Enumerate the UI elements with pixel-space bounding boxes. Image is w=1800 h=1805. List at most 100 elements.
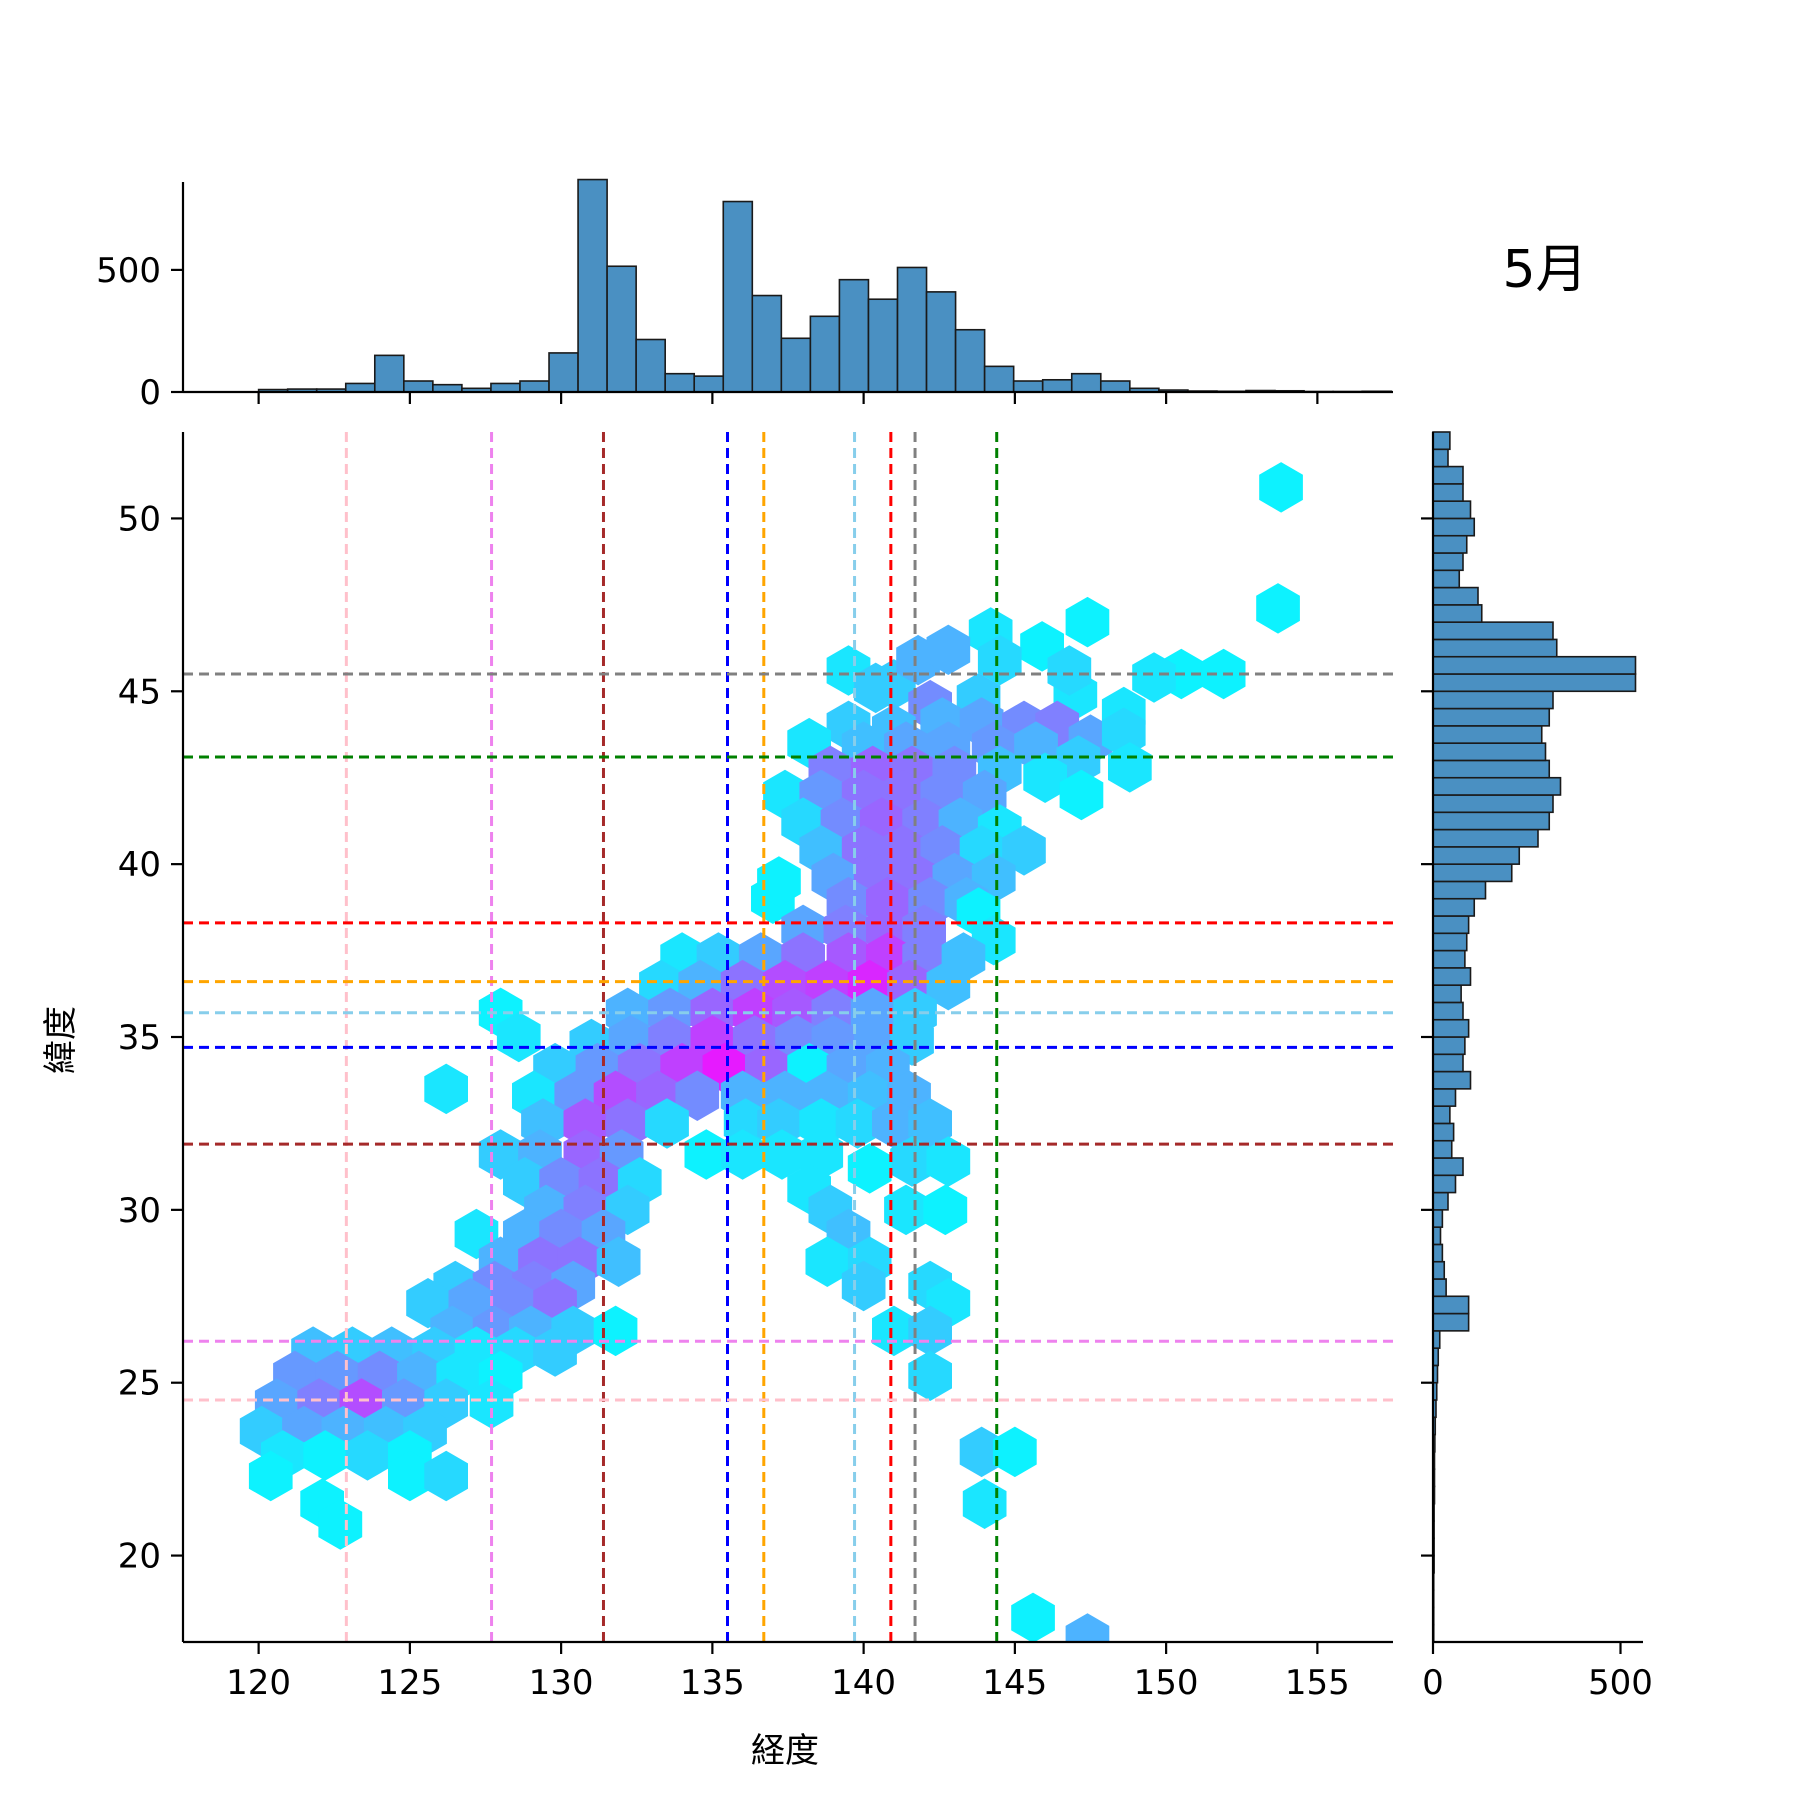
top-histogram-bar bbox=[723, 202, 752, 392]
y-tick-label: 20 bbox=[118, 1537, 161, 1577]
hexbin-cell bbox=[1066, 1613, 1110, 1664]
right-histogram-bar bbox=[1433, 1020, 1469, 1037]
right-histogram-bar bbox=[1433, 1123, 1454, 1140]
top-marginal-histogram bbox=[259, 180, 1392, 392]
right-histogram-bar bbox=[1433, 951, 1465, 968]
right-histogram-bar bbox=[1433, 657, 1636, 674]
top-histogram-bar bbox=[868, 299, 897, 392]
right-histogram-bar bbox=[1433, 1158, 1463, 1175]
right-histogram-bar bbox=[1433, 467, 1463, 484]
right-histogram-bar bbox=[1433, 1054, 1463, 1071]
hexbin-cell bbox=[424, 1064, 468, 1115]
x-axis-label: 経度 bbox=[751, 1731, 819, 1771]
right-histogram-bar bbox=[1433, 1227, 1441, 1244]
top-histogram-bar bbox=[898, 267, 927, 392]
x-tick-label: 140 bbox=[831, 1663, 896, 1703]
right-histogram-bar bbox=[1433, 709, 1549, 726]
x-tick-label: 130 bbox=[529, 1663, 594, 1703]
y-tick-label: 40 bbox=[118, 845, 161, 885]
right-histogram-bar bbox=[1433, 1193, 1448, 1210]
x-tick-label: 135 bbox=[680, 1663, 745, 1703]
right-hist-x-tick-label: 0 bbox=[1422, 1663, 1444, 1703]
right-histogram-bar bbox=[1433, 432, 1450, 449]
right-histogram-bar bbox=[1433, 760, 1549, 777]
right-histogram-bar bbox=[1433, 968, 1471, 985]
top-histogram-bar bbox=[1101, 381, 1130, 392]
right-histogram-bar bbox=[1433, 812, 1549, 829]
hexbin-cell bbox=[1259, 462, 1303, 512]
right-histogram-bar bbox=[1433, 518, 1474, 535]
x-tick-label: 120 bbox=[226, 1663, 291, 1703]
right-histogram-bar bbox=[1433, 778, 1561, 795]
right-histogram-bar bbox=[1433, 639, 1557, 656]
hexbin-cell bbox=[923, 1185, 967, 1236]
hexbin-cell bbox=[963, 1479, 1007, 1530]
right-histogram-bar bbox=[1433, 1314, 1469, 1331]
top-histogram-bar bbox=[1043, 380, 1072, 392]
right-histogram-bar bbox=[1433, 1106, 1450, 1123]
top-histogram-bar bbox=[578, 180, 607, 392]
y-axis-label: 緯度 bbox=[41, 1006, 81, 1074]
top-histogram-bar bbox=[520, 381, 549, 392]
right-histogram-bar bbox=[1433, 536, 1467, 553]
right-histogram-bar bbox=[1433, 899, 1474, 916]
right-histogram-bar bbox=[1433, 1244, 1442, 1261]
right-histogram-bar bbox=[1433, 1072, 1471, 1089]
right-marginal-histogram bbox=[1433, 432, 1636, 1642]
right-histogram-bar bbox=[1433, 1037, 1465, 1054]
x-tick-label: 150 bbox=[1134, 1663, 1199, 1703]
y-tick-label: 50 bbox=[118, 499, 161, 539]
right-hist-x-tick-label: 500 bbox=[1588, 1663, 1653, 1703]
y-tick-label: 25 bbox=[118, 1364, 161, 1404]
right-histogram-bar bbox=[1433, 484, 1463, 501]
top-histogram-bar bbox=[346, 383, 375, 392]
right-histogram-bar bbox=[1433, 985, 1461, 1002]
right-histogram-bar bbox=[1433, 1262, 1444, 1279]
right-histogram-bar bbox=[1433, 916, 1469, 933]
y-tick-label: 35 bbox=[118, 1018, 161, 1058]
top-histogram-bar bbox=[956, 330, 985, 392]
chart-title: 5月 bbox=[1502, 240, 1587, 300]
right-histogram-bar bbox=[1433, 605, 1482, 622]
top-hist-y-tick-label: 0 bbox=[139, 373, 161, 413]
hexbin-cell bbox=[1066, 597, 1110, 648]
right-histogram-bar bbox=[1433, 1089, 1456, 1106]
y-tick-label: 45 bbox=[118, 672, 161, 712]
right-histogram-bar bbox=[1433, 726, 1542, 743]
right-histogram-bar bbox=[1433, 449, 1448, 466]
right-histogram-bar bbox=[1433, 864, 1512, 881]
right-histogram-bar bbox=[1433, 847, 1519, 864]
right-histogram-bar bbox=[1433, 501, 1471, 518]
top-histogram-bar bbox=[549, 353, 578, 392]
top-hist-y-tick-label: 500 bbox=[96, 251, 161, 291]
top-histogram-bar bbox=[375, 355, 404, 392]
right-histogram-bar bbox=[1433, 1279, 1446, 1296]
right-histogram-bar bbox=[1433, 553, 1463, 570]
top-histogram-bar bbox=[927, 292, 956, 392]
right-histogram-bar bbox=[1433, 622, 1553, 639]
right-histogram-bar bbox=[1433, 570, 1459, 587]
hexbin-cell bbox=[993, 1427, 1037, 1478]
top-histogram-bar bbox=[665, 374, 694, 392]
hexbin-cell bbox=[594, 1306, 638, 1357]
top-histogram-bar bbox=[607, 266, 636, 392]
right-histogram-bar bbox=[1433, 1002, 1463, 1019]
right-histogram-bar bbox=[1433, 743, 1546, 760]
right-histogram-bar bbox=[1433, 674, 1636, 691]
y-tick-label: 30 bbox=[118, 1191, 161, 1231]
right-histogram-bar bbox=[1433, 1296, 1469, 1313]
top-histogram-bar bbox=[1072, 374, 1101, 392]
top-histogram-bar bbox=[491, 383, 520, 392]
hexbin-cell bbox=[1011, 1593, 1055, 1643]
top-histogram-bar bbox=[781, 338, 810, 392]
right-histogram-bar bbox=[1433, 1175, 1456, 1192]
right-histogram-bar bbox=[1433, 881, 1486, 898]
right-histogram-bar bbox=[1433, 691, 1553, 708]
x-tick-label: 145 bbox=[982, 1663, 1047, 1703]
top-histogram-bar bbox=[694, 376, 723, 392]
right-histogram-bar bbox=[1433, 933, 1467, 950]
top-histogram-bar bbox=[810, 316, 839, 392]
x-tick-label: 125 bbox=[377, 1663, 442, 1703]
